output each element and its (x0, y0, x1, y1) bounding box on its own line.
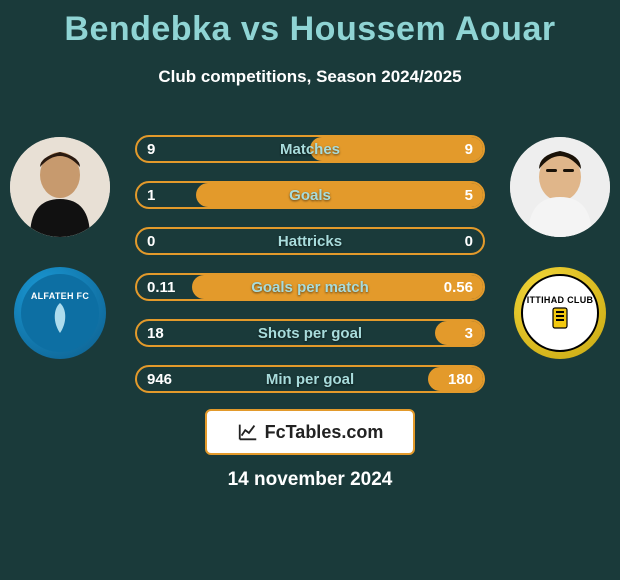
brand-text: FcTables.com (265, 422, 384, 443)
stat-fill-right (310, 137, 483, 161)
title-p2: Houssem Aouar (290, 10, 556, 48)
stat-value-left: 946 (147, 367, 172, 391)
stat-row: Min per goal946180 (135, 365, 485, 393)
club1-label: ALFATEH FC (31, 291, 89, 301)
subtitle: Club competitions, Season 2024/2025 (0, 67, 620, 87)
stat-label: Hattricks (137, 229, 483, 253)
stat-row: Hattricks0 0 (135, 227, 485, 255)
chart-icon (237, 421, 259, 443)
stat-row: Goals per match0.110.56 (135, 273, 485, 301)
club1-icon (45, 301, 75, 335)
stat-value-left: 1 (147, 183, 155, 207)
club2-label: ITTIHAD CLUB (527, 295, 594, 305)
stat-fill-right (196, 183, 483, 207)
date-text: 14 november 2024 (0, 469, 620, 491)
title-p1: Bendebka (64, 10, 231, 48)
stat-fill-right (428, 367, 483, 391)
player1-club-badge: ALFATEH FC (14, 267, 106, 359)
stat-value-left: 0 (147, 229, 155, 253)
stat-row: Goals15 (135, 181, 485, 209)
comparison-area: ALFATEH FC ITTIHAD CLUB Matches99 Goals15… (0, 117, 620, 397)
stat-value-left: 18 (147, 321, 164, 345)
page-title: Bendebka vs Houssem Aouar (0, 0, 620, 49)
stat-value-left: 9 (147, 137, 155, 161)
stat-fill-right (435, 321, 483, 345)
stat-row: Shots per goal183 (135, 319, 485, 347)
player1-avatar (10, 137, 110, 237)
stats-bars: Matches99 Goals15 Hattricks0 0 Goals per mat… (135, 135, 485, 411)
stat-value-left: 0.11 (147, 275, 175, 299)
club2-icon (547, 305, 573, 331)
stat-value-right: 0 (465, 229, 473, 253)
brand-badge[interactable]: FcTables.com (205, 409, 415, 455)
stat-fill-right (192, 275, 483, 299)
title-vs: vs (241, 10, 280, 48)
stat-row: Matches99 (135, 135, 485, 163)
player2-club-badge: ITTIHAD CLUB (514, 267, 606, 359)
player2-avatar (510, 137, 610, 237)
stat-label: Shots per goal (137, 321, 483, 345)
